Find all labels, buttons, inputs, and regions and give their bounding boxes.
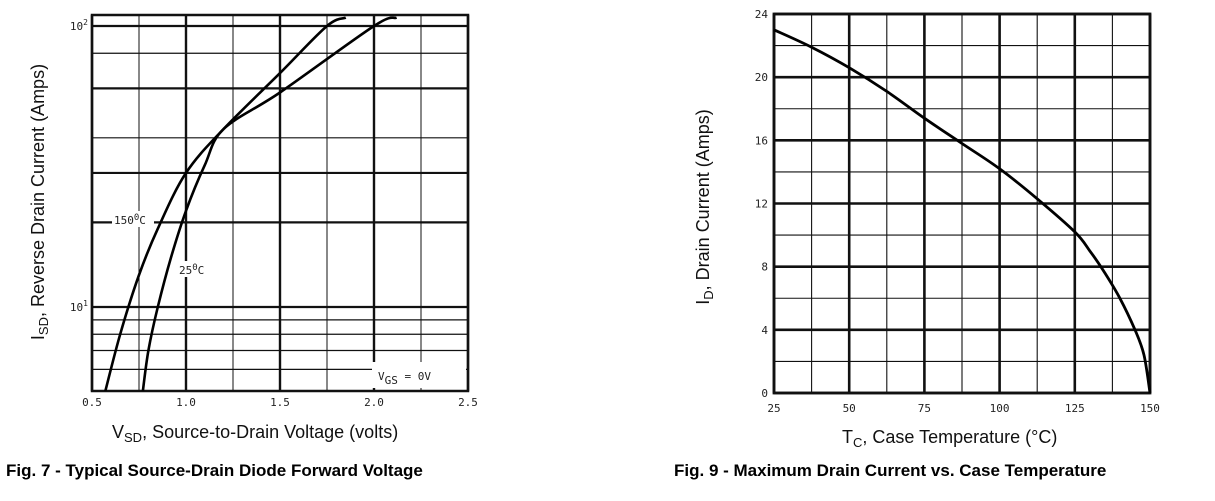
y-tick-label: 0: [761, 387, 768, 400]
x-tick-label: 75: [918, 402, 931, 415]
label-bg: [177, 261, 213, 277]
x-tick-label: 125: [1065, 402, 1085, 415]
fig7-plot: VGS = 0V 1500C 250C 0.5 1.0 1.5 2.0 2.5 101 102: [70, 13, 478, 409]
fig9-x-axis-label: TC, Case Temperature (°C): [842, 427, 1058, 450]
vgs-annotation: VGS = 0V: [378, 370, 431, 387]
curve-25c: [141, 16, 398, 391]
y-tick-label: 101: [70, 299, 88, 314]
fig9-panel: 25 50 75 100 125 150 0 4 8 12 16 20 24 ID, Drain Cur…: [610, 0, 1215, 501]
fig9-caption: Fig. 9 - Maximum Drain Current vs. Case …: [674, 461, 1107, 480]
y-tick-label: 102: [70, 18, 88, 33]
x-tick-label: 1.5: [270, 396, 290, 409]
annotation-bg: [372, 362, 466, 388]
y-tick-label: 20: [755, 71, 768, 84]
label-25c: 250C: [179, 263, 204, 277]
y-tick-label: 12: [755, 198, 768, 211]
label-150c: 1500C: [114, 213, 146, 227]
x-tick-label: 1.0: [176, 396, 196, 409]
plot-frame: [90, 13, 470, 393]
x-tick-label: 100: [990, 402, 1010, 415]
x-tick-label: 2.5: [458, 396, 478, 409]
x-tick-label: 25: [767, 402, 780, 415]
curve-150c: [104, 16, 347, 391]
fig7-panel: VGS = 0V 1500C 250C 0.5 1.0 1.5 2.0 2.5 101 102 I…: [0, 0, 600, 501]
x-tick-label: 150: [1140, 402, 1160, 415]
x-tick-label: 2.0: [364, 396, 384, 409]
fig7-x-axis-label: VSD, Source-to-Drain Voltage (volts): [112, 422, 399, 445]
y-tick-label: 16: [755, 134, 768, 147]
x-tick-label: 0.5: [82, 396, 102, 409]
fig9-y-axis-label: ID, Drain Current (Amps): [693, 109, 716, 305]
y-tick-label: 24: [755, 8, 769, 21]
x-tick-label: 50: [843, 402, 856, 415]
plot-frame: [772, 12, 1152, 395]
y-tick-label: 4: [761, 324, 768, 337]
curve-id-max: [773, 28, 1152, 394]
fig7-caption: Fig. 7 - Typical Source-Drain Diode Forw…: [6, 461, 423, 480]
y-tick-label: 8: [761, 261, 768, 274]
fig9-plot: 25 50 75 100 125 150 0 4 8 12 16 20 24: [755, 8, 1160, 415]
fig7-y-axis-label: ISD, Reverse Drain Current (Amps): [28, 63, 51, 341]
label-bg: [112, 211, 154, 227]
